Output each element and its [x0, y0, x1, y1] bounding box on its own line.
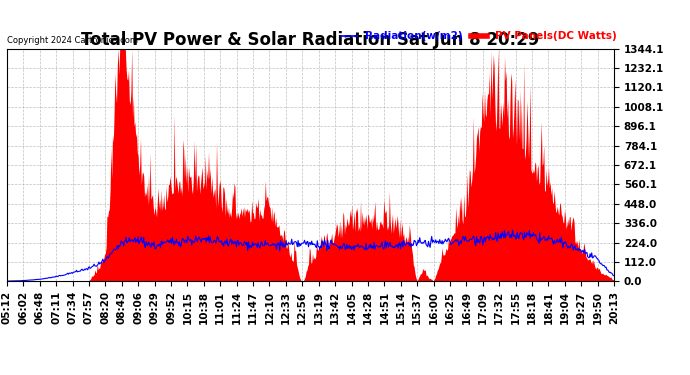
Title: Total PV Power & Solar Radiation Sat Jun 8 20:29: Total PV Power & Solar Radiation Sat Jun… [81, 31, 540, 49]
Legend: Radiation(w/m2), PV Panels(DC Watts): Radiation(w/m2), PV Panels(DC Watts) [337, 27, 621, 45]
Text: Copyright 2024 Cartronics.com: Copyright 2024 Cartronics.com [7, 36, 138, 45]
